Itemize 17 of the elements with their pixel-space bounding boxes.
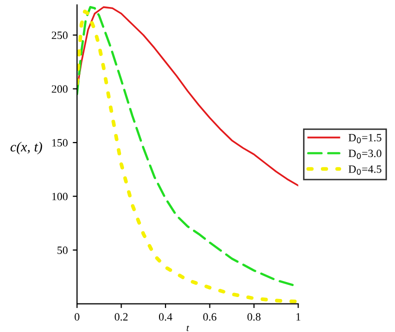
x-tick-label: 0.4 <box>158 313 172 321</box>
line-series <box>77 6 298 186</box>
x-tick-label: 0.2 <box>114 313 128 321</box>
y-tick-label: 50 <box>58 246 68 254</box>
legend-label: D$_{0}$=3.0 <box>348 150 382 159</box>
y-tick-label: 150 <box>52 139 68 147</box>
y-tick-label: 100 <box>52 192 68 200</box>
x-tick-label: 0.6 <box>203 313 216 321</box>
y-tick-label: 250 <box>52 32 68 40</box>
x-tick-label: 0.8 <box>247 313 261 321</box>
y-tick-label: 200 <box>52 85 68 93</box>
legend-label: D$_{0}$=4.5 <box>348 165 382 175</box>
x-axis-title: t <box>186 326 190 332</box>
y-axis-title: c(x, t) <box>10 142 42 154</box>
legend-label: D$_{0}$=1.5 <box>348 134 382 144</box>
x-tick-label: 1 <box>296 313 300 321</box>
x-tick-label: 0 <box>74 313 80 321</box>
